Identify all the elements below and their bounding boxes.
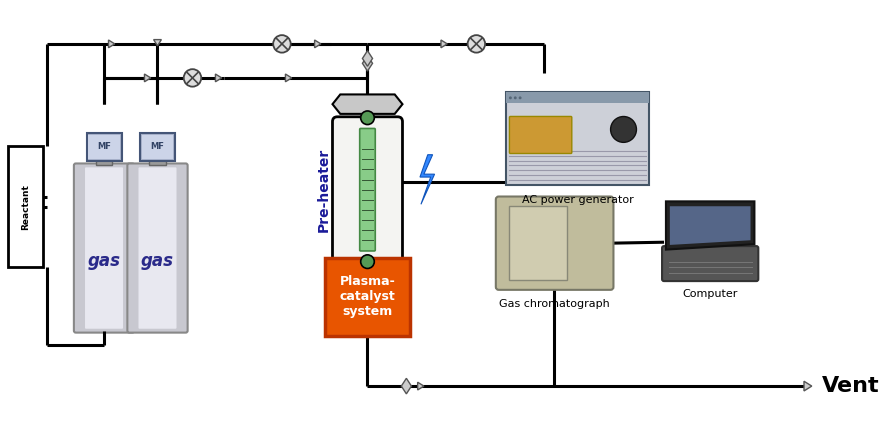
Circle shape [514, 97, 517, 99]
Polygon shape [441, 40, 447, 48]
FancyBboxPatch shape [333, 117, 403, 263]
FancyBboxPatch shape [138, 167, 176, 329]
Circle shape [273, 35, 290, 53]
Polygon shape [286, 74, 292, 82]
Polygon shape [144, 74, 150, 82]
Polygon shape [804, 381, 812, 391]
Polygon shape [418, 382, 424, 390]
Polygon shape [314, 40, 321, 48]
FancyBboxPatch shape [127, 163, 188, 332]
Polygon shape [109, 40, 115, 48]
Polygon shape [154, 39, 161, 46]
Circle shape [509, 97, 512, 99]
Text: Reactant: Reactant [20, 184, 30, 230]
FancyBboxPatch shape [325, 258, 411, 335]
FancyBboxPatch shape [96, 159, 112, 166]
Circle shape [361, 111, 374, 124]
Text: gas: gas [88, 252, 120, 270]
FancyBboxPatch shape [149, 159, 166, 166]
Text: Plasma-
catalyst
system: Plasma- catalyst system [340, 275, 396, 318]
FancyBboxPatch shape [140, 133, 175, 160]
Text: Gas chromatograph: Gas chromatograph [499, 299, 610, 308]
FancyBboxPatch shape [144, 153, 171, 159]
Circle shape [519, 97, 521, 99]
FancyBboxPatch shape [359, 128, 375, 251]
Text: Computer: Computer [682, 289, 738, 299]
Polygon shape [333, 94, 403, 114]
FancyBboxPatch shape [142, 135, 173, 159]
Polygon shape [670, 206, 750, 245]
FancyBboxPatch shape [73, 163, 135, 332]
FancyBboxPatch shape [505, 93, 650, 185]
FancyBboxPatch shape [88, 135, 119, 159]
FancyBboxPatch shape [509, 206, 566, 280]
Circle shape [361, 255, 374, 269]
FancyBboxPatch shape [90, 153, 118, 159]
Text: gas: gas [141, 252, 174, 270]
FancyBboxPatch shape [8, 146, 42, 268]
Text: MF: MF [150, 142, 165, 151]
Circle shape [611, 117, 636, 142]
Text: AC power generator: AC power generator [521, 195, 634, 205]
FancyBboxPatch shape [505, 93, 650, 103]
Text: Pre-heater: Pre-heater [317, 148, 331, 232]
Polygon shape [363, 55, 373, 71]
Polygon shape [215, 74, 221, 82]
FancyBboxPatch shape [85, 167, 123, 329]
FancyBboxPatch shape [510, 116, 572, 154]
Polygon shape [666, 201, 754, 250]
FancyBboxPatch shape [496, 196, 613, 290]
Circle shape [184, 69, 201, 87]
FancyBboxPatch shape [87, 133, 121, 160]
Polygon shape [363, 51, 373, 66]
Text: Vent: Vent [821, 376, 879, 396]
Polygon shape [420, 155, 435, 204]
Circle shape [467, 35, 485, 53]
FancyBboxPatch shape [662, 246, 758, 281]
Text: MF: MF [97, 142, 111, 151]
Polygon shape [401, 378, 412, 394]
